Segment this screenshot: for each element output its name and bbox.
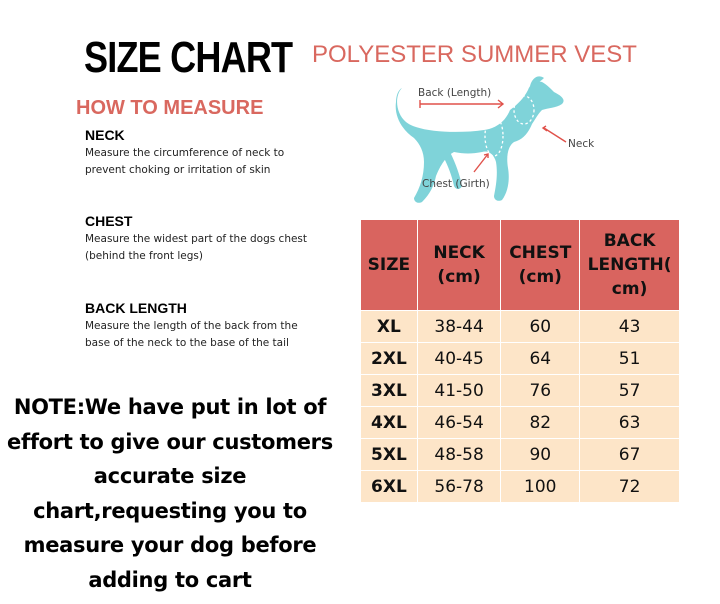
size-cell: 5XL: [360, 438, 418, 471]
neck-cell: 38-44: [416, 310, 502, 343]
measurement-arrows: [419, 95, 567, 173]
chest-cell: 76: [500, 374, 581, 407]
how-to-measure-heading: HOW TO MEASURE: [76, 97, 264, 119]
measure-neck-description: Measure the circumference of neck to pre…: [85, 147, 285, 176]
size-table: SIZE NECK (cm) CHEST (cm) BACK LENGTH( c…: [360, 219, 680, 503]
table-row: 6XL 56-78 100 72: [360, 470, 680, 503]
neck-cell: 41-50: [416, 374, 502, 407]
chest-girth-label: Chest (Girth): [422, 178, 490, 190]
size-cell: 4XL: [360, 406, 418, 439]
back-length-cell: 67: [579, 438, 680, 471]
table-row: 5XL 48-58 90 67: [360, 438, 680, 471]
back-length-cell: 51: [579, 342, 680, 375]
dog-silhouette-icon: [395, 76, 564, 203]
size-cell: 6XL: [360, 470, 418, 503]
neck-label: Neck: [568, 138, 595, 150]
chest-cell: 60: [500, 310, 581, 343]
chest-cell: 82: [500, 406, 581, 439]
measure-back-length-heading: BACK LENGTH: [85, 300, 187, 316]
chest-cell: 64: [500, 342, 581, 375]
table-header-row: SIZE NECK (cm) CHEST (cm) BACK LENGTH( c…: [360, 219, 680, 311]
measure-neck-section: NECK Measure the circumference of neck t…: [85, 126, 315, 178]
neck-cell: 48-58: [416, 438, 502, 471]
back-length-label: Back (Length): [418, 87, 491, 99]
header-neck: NECK (cm): [416, 219, 502, 311]
measure-chest-heading: CHEST: [85, 213, 133, 229]
back-length-cell: 63: [579, 406, 680, 439]
neck-cell: 56-78: [416, 470, 502, 503]
measure-back-length-description: Measure the length of the back from the …: [85, 320, 298, 349]
dog-measurement-diagram: Back (Length) Neck Chest (Girth): [395, 76, 595, 203]
measure-neck-heading: NECK: [85, 127, 125, 143]
table-row: XL 38-44 60 43: [360, 310, 680, 343]
table-row: 3XL 41-50 76 57: [360, 374, 680, 407]
header-size: SIZE: [360, 219, 418, 311]
back-length-cell: 72: [579, 470, 680, 503]
size-cell: 2XL: [360, 342, 418, 375]
back-length-cell: 57: [579, 374, 680, 407]
header-chest: CHEST (cm): [500, 219, 581, 311]
page-title: SIZE CHART: [84, 33, 293, 82]
table-row: 2XL 40-45 64 51: [360, 342, 680, 375]
chest-cell: 100: [500, 470, 581, 503]
back-length-cell: 43: [579, 310, 680, 343]
neck-cell: 40-45: [416, 342, 502, 375]
table-row: 4XL 46-54 82 63: [360, 406, 680, 439]
header-back-length: BACK LENGTH( cm): [579, 219, 680, 311]
size-cell: XL: [360, 310, 418, 343]
note-text: NOTE:We have put in lot of effort to giv…: [7, 395, 333, 592]
size-cell: 3XL: [360, 374, 418, 407]
measure-chest-section: CHEST Measure the widest part of the dog…: [85, 212, 315, 264]
measure-chest-description: Measure the widest part of the dogs ches…: [85, 233, 308, 262]
measure-back-length-section: BACK LENGTH Measure the length of the ba…: [85, 299, 315, 351]
chest-cell: 90: [500, 438, 581, 471]
product-title: POLYESTER SUMMER VEST: [312, 41, 637, 68]
neck-cell: 46-54: [416, 406, 502, 439]
